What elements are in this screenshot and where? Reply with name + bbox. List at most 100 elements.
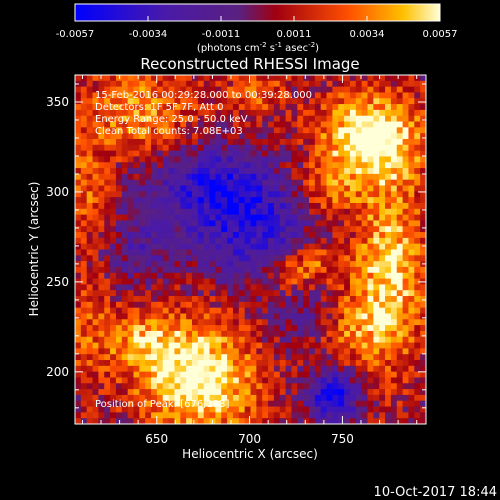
heatmap-cell <box>227 115 234 122</box>
heatmap-cell <box>297 237 304 245</box>
heatmap-cell <box>390 371 398 378</box>
heatmap-cell <box>373 377 380 384</box>
heatmap-cell <box>80 226 88 233</box>
heatmap-cell <box>396 330 403 338</box>
heatmap-cell <box>320 144 327 152</box>
heatmap-cell <box>238 104 246 111</box>
heatmap-cell <box>80 301 88 309</box>
heatmap-cell <box>156 115 164 122</box>
heatmap-cell <box>104 330 111 338</box>
heatmap-cell <box>115 202 123 210</box>
heatmap-cell <box>162 348 169 355</box>
heatmap-cell <box>344 92 351 99</box>
heatmap-cell <box>244 301 251 309</box>
heatmap-cell <box>344 86 351 93</box>
heatmap-cell <box>115 313 123 320</box>
heatmap-cell <box>408 185 415 192</box>
heatmap-cell <box>279 121 286 128</box>
heatmap-cell <box>75 389 82 396</box>
heatmap-cell <box>162 412 169 419</box>
heatmap-cell <box>115 266 123 274</box>
heatmap-cell <box>402 394 409 402</box>
heatmap-cell <box>168 412 175 419</box>
heatmap-cell <box>127 412 134 419</box>
heatmap-cell <box>309 243 316 250</box>
heatmap-cell <box>250 325 257 332</box>
heatmap-cell <box>221 336 228 343</box>
heatmap-cell <box>297 266 304 274</box>
heatmap-cell <box>133 389 140 396</box>
heatmap-cell <box>180 109 187 117</box>
heatmap-cell <box>244 185 251 192</box>
heatmap-cell <box>291 92 298 99</box>
heatmap-cell <box>344 98 351 105</box>
heatmap-cell <box>349 371 357 378</box>
heatmap-cell <box>385 278 392 285</box>
heatmap-cell <box>215 348 222 355</box>
heatmap-cell <box>262 307 269 314</box>
heatmap-cell <box>232 138 240 146</box>
heatmap-cell <box>373 342 380 349</box>
heatmap-cell <box>104 389 111 396</box>
heatmap-cell <box>80 249 88 256</box>
heatmap-cell <box>221 138 228 146</box>
heatmap-cell <box>390 249 398 256</box>
heatmap-cell <box>320 278 327 285</box>
heatmap-cell <box>344 127 351 134</box>
heatmap-cell <box>215 127 222 134</box>
heatmap-cell <box>110 202 117 210</box>
heatmap-cell <box>355 179 363 186</box>
heatmap-cell <box>291 389 298 396</box>
heatmap-cell <box>303 179 310 186</box>
heatmap-cell <box>379 383 386 390</box>
heatmap-cell <box>367 278 374 285</box>
heatmap-cell <box>203 336 210 343</box>
heatmap-cell <box>385 412 392 419</box>
heatmap-cell <box>279 86 286 93</box>
heatmap-cell <box>232 394 240 402</box>
heatmap-cell <box>320 325 327 332</box>
heatmap-cell <box>373 319 380 326</box>
heatmap-cell <box>396 342 403 349</box>
heatmap-cell <box>180 301 187 309</box>
heatmap-cell <box>326 400 333 407</box>
y-axis-label: Heliocentric Y (arcsec) <box>27 182 41 317</box>
heatmap-cell <box>309 197 316 204</box>
heatmap-cell <box>238 354 246 361</box>
heatmap-cell <box>192 121 199 128</box>
heatmap-cell <box>396 168 403 175</box>
heatmap-cell <box>314 127 322 134</box>
heatmap-cell <box>98 418 105 424</box>
heatmap-cell <box>303 92 310 99</box>
heatmap-cell <box>314 173 322 181</box>
heatmap-cell <box>174 80 181 88</box>
heatmap-cell <box>262 127 269 134</box>
heatmap-cell <box>244 133 251 140</box>
heatmap-cell <box>232 92 240 99</box>
heatmap-cell <box>162 98 169 105</box>
heatmap-cell <box>145 266 152 274</box>
heatmap-cell <box>338 301 345 309</box>
heatmap-cell <box>326 371 333 378</box>
heatmap-cell <box>379 121 386 128</box>
heatmap-cell <box>174 365 181 373</box>
heatmap-cell <box>174 104 181 111</box>
heatmap-cell <box>361 325 368 332</box>
heatmap-cell <box>115 272 123 279</box>
heatmap-cell <box>180 208 187 215</box>
heatmap-cell <box>396 185 403 192</box>
heatmap-cell <box>338 179 345 186</box>
heatmap-cell <box>244 412 251 419</box>
heatmap-cell <box>92 249 99 256</box>
heatmap-cell <box>139 86 146 93</box>
heatmap-cell <box>361 162 368 169</box>
heatmap-cell <box>309 156 316 163</box>
heatmap-cell <box>174 296 181 303</box>
heatmap-cell <box>174 115 181 122</box>
heatmap-cell <box>367 92 374 99</box>
heatmap-cell <box>420 400 426 407</box>
heatmap-cell <box>121 319 129 326</box>
heatmap-cell <box>98 220 105 227</box>
heatmap-cell <box>215 75 222 82</box>
heatmap-cell <box>344 185 351 192</box>
